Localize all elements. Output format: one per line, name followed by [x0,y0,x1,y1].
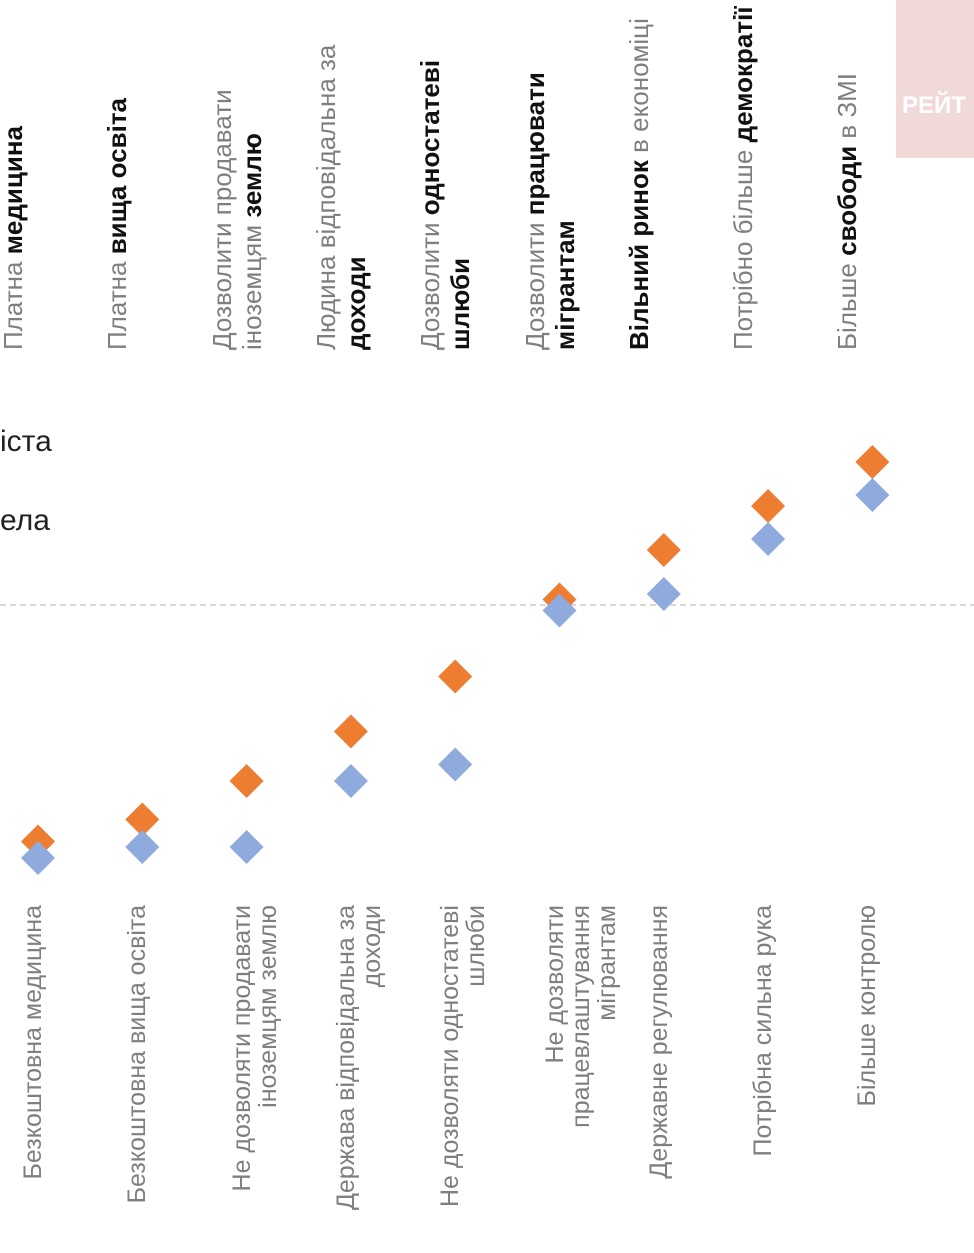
category-label-5: Не дозволяти одностатеві шлюби [437,905,489,1245]
series-1-point-5 [438,660,472,694]
series-2-point-7 [647,577,681,611]
statement-bold-text: свободи [832,146,862,256]
statement-plain-after: в ЗМІ [832,73,862,146]
statement-plain-after: в економіці [624,18,654,160]
pro-statement-7: Вільний ринок в економіці [624,0,654,350]
series-1-point-3 [230,764,264,798]
series-1-point-8 [751,489,785,523]
rating-tag [896,0,974,158]
category-label-9: Більше контролю [854,905,880,1245]
category-label-8: Потрібна сильна рука [750,905,776,1245]
statement-plain-text: Дозволити продавати іноземцям [207,89,267,350]
statement-plain-text: Платна [102,254,132,350]
series-2-point-8 [751,522,785,556]
pro-statement-2: Платна вища освіта [102,0,132,350]
pro-statement-8: Потрібно більше демократії [728,0,758,350]
legend-fragment-2: ела [0,504,50,538]
pro-statement-5: Дозволити одностатеві шлюби [415,0,475,350]
statement-plain-text: Людина відповідальна за [311,45,341,350]
rating-tag-text: РЕЙТ [902,92,966,120]
series-2-point-9 [855,478,889,512]
pro-statement-4: Людина відповідальна за доходи [311,0,371,350]
pro-statement-6: Дозволити працювати мігрантам [520,0,580,350]
statement-plain-text: Дозволити [520,215,550,350]
series-2-point-2 [125,830,159,864]
chart-marks [21,445,889,875]
series-1-point-7 [647,533,681,567]
category-label-7: Державне регулювання [646,905,672,1245]
pro-statement-9: Більше свободи в ЗМІ [832,0,862,350]
series-1-point-9 [855,445,889,479]
statement-plain-text: Дозволити [415,215,445,350]
pro-statement-1: Платна медицина [0,0,28,350]
category-label-2: Безкоштовна вища освіта [124,905,150,1245]
category-label-6: Не дозволяти працевлаштування мігрантам [542,905,620,1245]
series-1-point-4 [334,715,368,749]
legend-fragment-1: іста [0,425,52,459]
series-2-point-4 [334,764,368,798]
statement-bold-text: медицина [0,126,28,254]
statement-bold-text: вища освіта [102,98,132,254]
statement-bold-text: землю [237,133,267,218]
series-2-point-3 [230,830,264,864]
series-2-point-5 [438,748,472,782]
category-label-1: Безкоштовна медицина [20,905,46,1245]
statement-plain-text: Більше [832,256,862,350]
statement-bold-text: доходи [341,256,371,350]
statement-plain-text: Платна [0,254,28,350]
statement-plain-text: Потрібно більше [728,142,758,350]
pro-statement-3: Дозволити продавати іноземцям землю [207,0,267,350]
statement-bold-text: демократії [728,6,758,142]
category-label-4: Держава відповідальна за доходи [333,905,385,1245]
statement-bold-text: Вільний ринок [624,160,654,350]
category-label-3: Не дозволяти продавати іноземцям землю [229,905,281,1245]
